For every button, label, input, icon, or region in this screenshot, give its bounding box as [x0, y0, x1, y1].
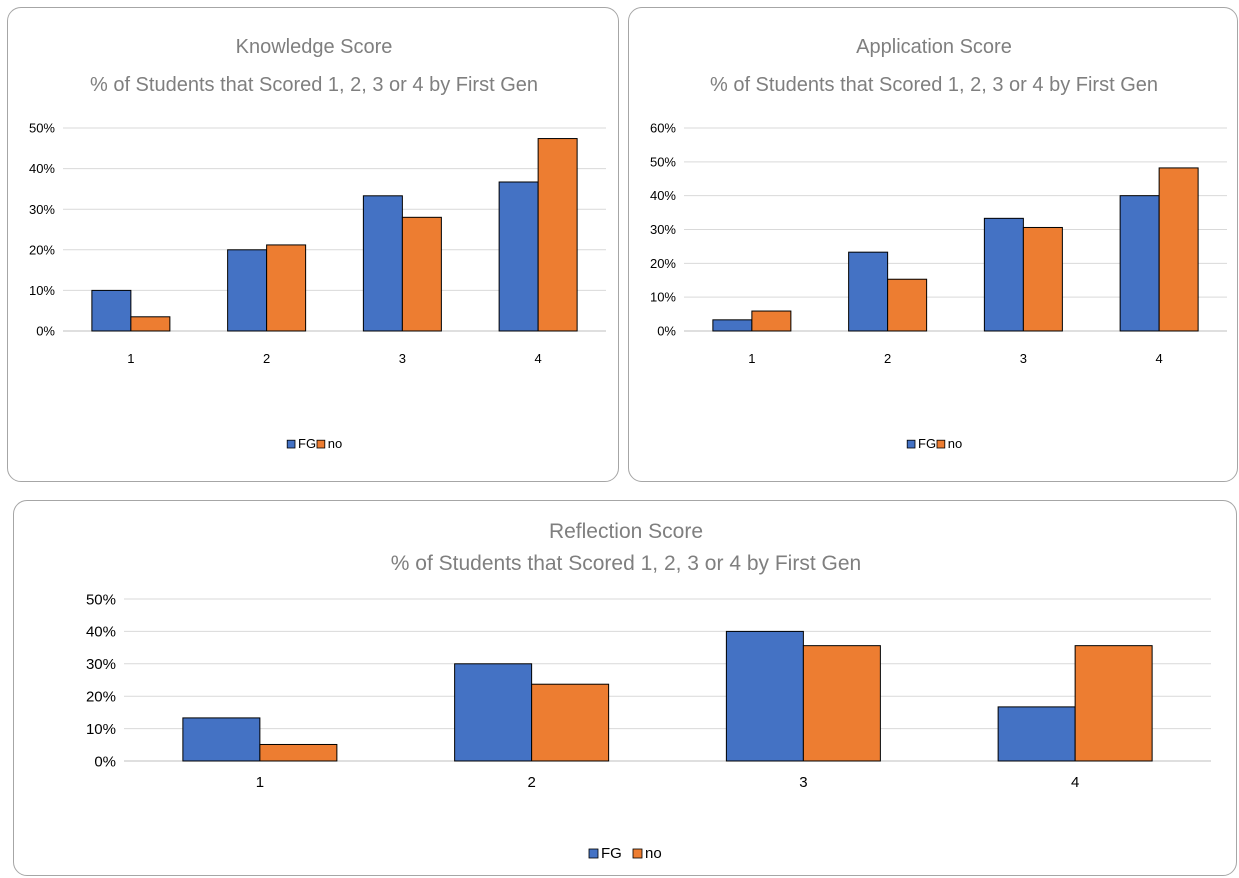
bar-no-1 — [130, 316, 171, 332]
reflection-chart: Reflection Score % of Students that Score… — [86, 520, 1211, 862]
bar-fg-3 — [983, 217, 1024, 332]
y-tick-label: 20% — [86, 688, 116, 705]
x-tick-label: 3 — [799, 774, 807, 791]
y-tick-label: 10% — [650, 290, 676, 305]
bar-fg-4 — [498, 181, 539, 332]
x-tick-label: 3 — [1020, 351, 1027, 366]
legend-label-no: no — [328, 436, 342, 451]
legend-label-fg: FG — [601, 845, 622, 862]
bar-no-3 — [802, 645, 881, 762]
bar-fg-1 — [91, 289, 132, 332]
y-tick-label: 30% — [86, 656, 116, 673]
bar-fg-4 — [1119, 195, 1160, 332]
x-tick-label: 3 — [399, 351, 406, 366]
y-tick-label: 40% — [650, 188, 676, 203]
x-tick-label: 4 — [535, 351, 542, 366]
bar-no-4 — [1074, 645, 1153, 762]
x-tick-label: 2 — [884, 351, 891, 366]
y-tick-label: 10% — [86, 721, 116, 738]
bar-fg-1 — [712, 319, 753, 332]
bar-fg-2 — [454, 663, 533, 762]
bar-no-3 — [401, 216, 442, 332]
chart-subtitle: % of Students that Scored 1, 2, 3 or 4 b… — [710, 74, 1158, 96]
y-tick-label: 30% — [29, 202, 55, 217]
chart-subtitle: % of Students that Scored 1, 2, 3 or 4 b… — [90, 74, 538, 96]
x-tick-label: 2 — [527, 774, 535, 791]
bar-fg-4 — [997, 706, 1076, 762]
y-tick-label: 50% — [86, 591, 116, 608]
y-tick-label: 40% — [86, 624, 116, 641]
y-tick-label: 50% — [29, 121, 55, 136]
application-chart-panel: Application Score % of Students that Scor… — [628, 7, 1238, 482]
knowledge-chart: Knowledge Score % of Students that Scored… — [29, 36, 606, 451]
bar-fg-3 — [362, 195, 403, 332]
application-chart: Application Score % of Students that Scor… — [650, 36, 1227, 451]
bar-fg-2 — [227, 249, 268, 332]
legend-label-fg: FG — [918, 436, 936, 451]
bar-no-2 — [266, 244, 307, 332]
bar-no-3 — [1022, 226, 1063, 332]
legend-swatch-no — [316, 439, 326, 449]
legend-label-no: no — [948, 436, 962, 451]
legend-swatch-no — [632, 848, 643, 859]
bar-fg-2 — [848, 251, 889, 332]
reflection-chart-panel: Reflection Score % of Students that Score… — [13, 500, 1237, 876]
chart-title: Knowledge Score — [236, 36, 393, 58]
x-tick-label: 1 — [748, 351, 755, 366]
bar-no-2 — [887, 278, 928, 332]
y-tick-label: 30% — [650, 222, 676, 237]
y-tick-label: 20% — [29, 242, 55, 257]
y-tick-label: 0% — [36, 324, 55, 339]
knowledge-chart-panel: Knowledge Score % of Students that Scored… — [7, 7, 619, 482]
x-tick-label: 4 — [1071, 774, 1079, 791]
legend-label-no: no — [645, 845, 662, 862]
x-tick-label: 1 — [127, 351, 134, 366]
y-tick-label: 20% — [650, 256, 676, 271]
bar-no-1 — [259, 743, 338, 762]
chart-subtitle: % of Students that Scored 1, 2, 3 or 4 b… — [391, 552, 861, 575]
y-tick-label: 40% — [29, 161, 55, 176]
y-tick-label: 50% — [650, 154, 676, 169]
x-tick-label: 1 — [256, 774, 264, 791]
bar-no-2 — [531, 683, 610, 762]
bar-no-4 — [537, 138, 578, 332]
legend-label-fg: FG — [298, 436, 316, 451]
chart-title: Application Score — [856, 36, 1012, 58]
bar-fg-3 — [725, 630, 804, 762]
y-tick-label: 60% — [650, 121, 676, 136]
x-tick-label: 2 — [263, 351, 270, 366]
bar-fg-1 — [182, 717, 261, 762]
y-tick-label: 0% — [657, 324, 676, 339]
y-tick-label: 10% — [29, 283, 55, 298]
legend-swatch-fg — [588, 848, 599, 859]
bar-no-4 — [1158, 167, 1199, 332]
x-tick-label: 4 — [1156, 351, 1163, 366]
legend-swatch-fg — [286, 439, 296, 449]
legend-swatch-fg — [906, 439, 916, 449]
legend-swatch-no — [936, 439, 946, 449]
chart-title: Reflection Score — [549, 520, 703, 543]
bar-no-1 — [751, 310, 792, 332]
y-tick-label: 0% — [94, 753, 116, 770]
